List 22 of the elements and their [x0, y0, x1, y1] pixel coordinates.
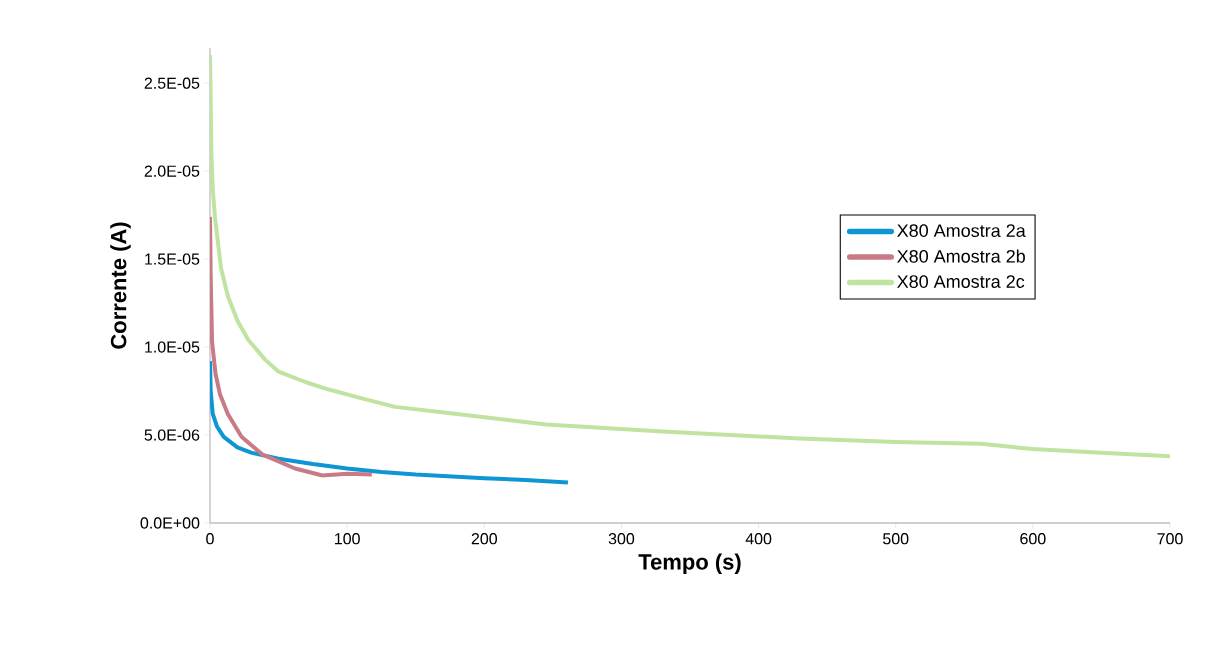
- x-tick-label: 500: [883, 533, 909, 545]
- x-tick-label: 200: [471, 533, 498, 545]
- x-axis-title: Tempo (s): [638, 553, 741, 575]
- legend-label: X80 Amostra 2b: [897, 249, 1025, 263]
- x-tick-label: 600: [1020, 533, 1046, 545]
- x-tick-label: 100: [335, 533, 360, 545]
- y-tick-label: 1.5E-05: [145, 253, 200, 265]
- x-tick-label: 0: [206, 533, 214, 545]
- legend-label: X80 Amostra 2c: [897, 275, 1025, 288]
- x-tick-label: 300: [608, 533, 635, 545]
- y-tick-label: 0.0E+00: [140, 517, 200, 529]
- line-series: [210, 214, 374, 478]
- y-tick-label: 1.0E-05: [145, 341, 200, 353]
- y-tick-label: 2.0E-05: [144, 165, 200, 177]
- x-tick-label: 700: [1157, 533, 1183, 545]
- y-tick-label: 5.0E-06: [144, 429, 200, 441]
- legend-label: X80 Amostra 2a: [897, 224, 1026, 237]
- x-tick-label: 400: [745, 533, 772, 545]
- y-axis-title: Corrente (A): [110, 222, 131, 349]
- line-series: [210, 53, 1170, 459]
- y-tick-label: 2.5E-05: [144, 77, 200, 89]
- line-series: [210, 359, 570, 485]
